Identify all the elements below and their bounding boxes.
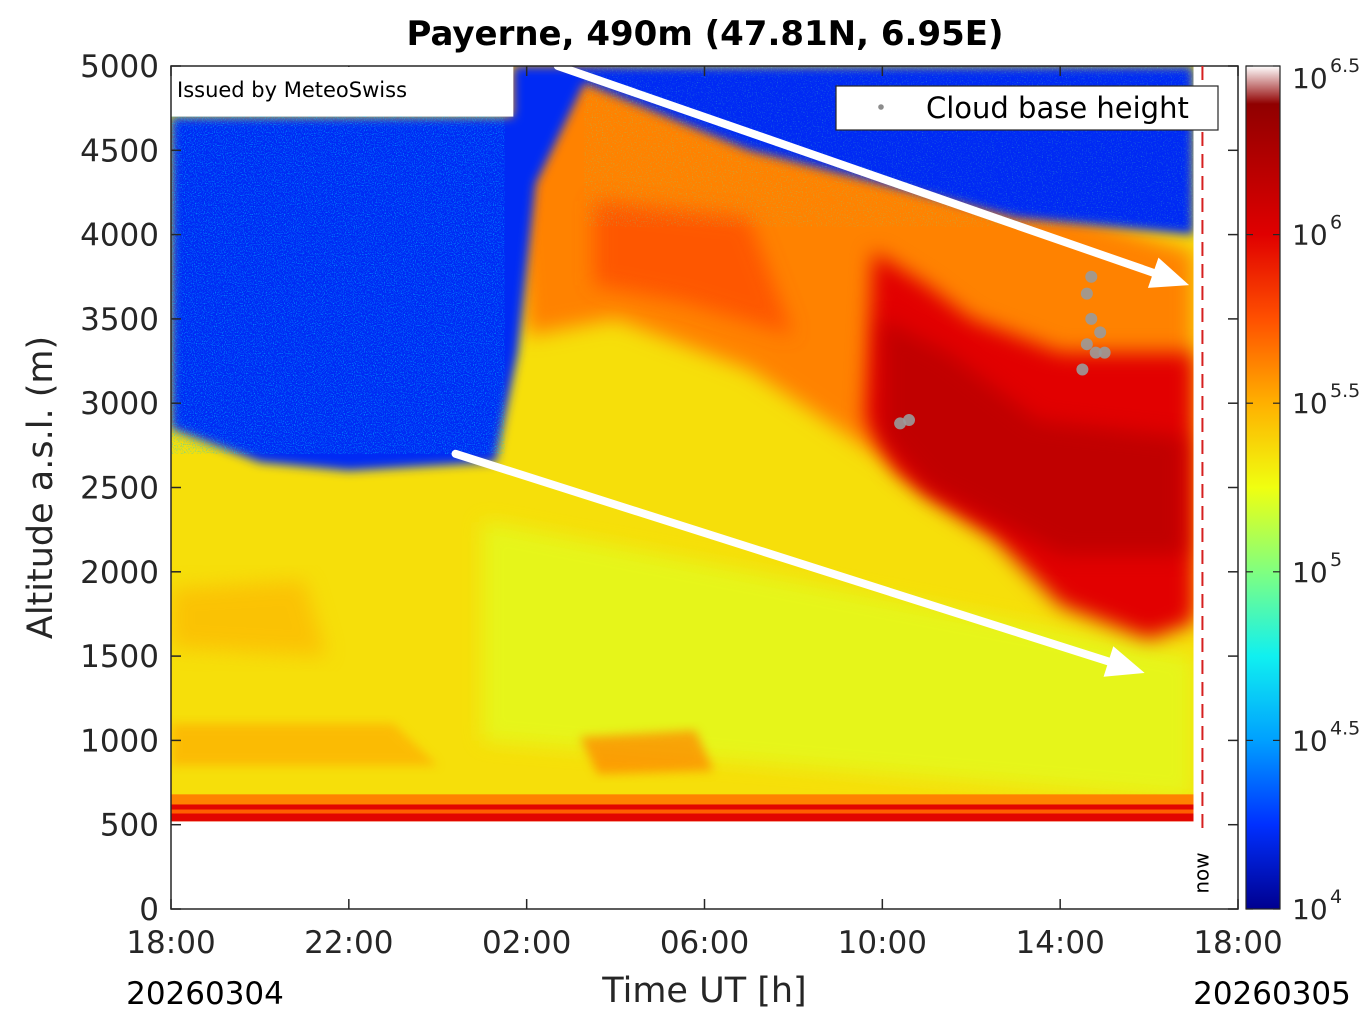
colorbar-gradient xyxy=(1245,65,1281,910)
region-noise-texture xyxy=(171,116,505,454)
trend-arrow-shaft-1 xyxy=(553,62,1158,277)
legend-label: Cloud base height xyxy=(926,91,1189,125)
cloud-base-point-1 xyxy=(1076,363,1089,376)
x-tick-label-3: 02:00 xyxy=(482,925,571,961)
colorbar-tick-base-5: 10 xyxy=(1292,724,1328,757)
x-tick-label-2: 22:00 xyxy=(304,925,393,961)
y-axis: 0 500 1000 1500 2000 2500 3000 3500 4000 4500 5000 xyxy=(80,49,1238,928)
region-clean-air xyxy=(482,521,1194,800)
colorbar-tick-exp-3: 5.5 xyxy=(1330,380,1360,402)
legend-marker xyxy=(878,104,884,110)
cloud-base-point-2 xyxy=(1080,338,1093,351)
heatmap-area xyxy=(171,66,1194,822)
y-tick-label-4: 1500 xyxy=(80,639,159,675)
chart-title: Payerne, 490m (47.81N, 6.95E) xyxy=(406,14,1003,54)
cloud-base-point-4 xyxy=(1089,346,1102,359)
x-tick-label-5: 10:00 xyxy=(838,925,927,961)
cloud-base-point-10 xyxy=(903,414,916,427)
colorbar-tick-base-4: 10 xyxy=(1292,556,1328,589)
trend-arrow-head-1 xyxy=(1147,257,1190,288)
y-tick-label-3: 1000 xyxy=(80,723,159,759)
x-axis: 18:00 22:00 02:00 06:00 10:00 14:00 18:00 xyxy=(126,66,1283,961)
colorbar-tick-exp-6: 4 xyxy=(1330,886,1342,908)
cloud-base-point-5 xyxy=(1080,287,1093,300)
y-tick-label-8: 3500 xyxy=(80,302,159,338)
trend-arrows xyxy=(451,62,1190,677)
trend-arrow-head-2 xyxy=(1103,646,1145,677)
x-tick-label-7: 18:00 xyxy=(1193,925,1282,961)
y-tick-label-6: 2500 xyxy=(80,471,159,507)
region-aerosol-patch xyxy=(593,200,794,336)
y-tick-label-5: 2000 xyxy=(80,555,159,591)
colorbar-tick-base-2: 10 xyxy=(1292,219,1328,252)
colorbar: 10 6.510 610 5.510 510 4.510 4 xyxy=(1245,55,1360,926)
y-tick-label-10: 4500 xyxy=(80,133,159,169)
x-tick-label-1: 18:00 xyxy=(126,925,215,961)
region-cloud-core-dense xyxy=(882,318,1185,555)
cloud-base-point-6 xyxy=(1094,326,1107,339)
x-tick-label-6: 14:00 xyxy=(1015,925,1104,961)
cloud-base-point-7 xyxy=(1085,270,1098,283)
region-aerosol-residual xyxy=(171,580,327,657)
x-axis-label: Time UT [h] xyxy=(601,971,806,1011)
trend-arrow-shaft-2 xyxy=(451,449,1113,666)
y-axis-label: Altitude a.s.l. (m) xyxy=(21,336,61,639)
colorbar-tick-exp-1: 6.5 xyxy=(1330,55,1360,77)
region-aerosol-low xyxy=(171,723,438,766)
colorbar-tick-base-6: 10 xyxy=(1292,893,1328,926)
colorbar-tick-exp-5: 4.5 xyxy=(1330,717,1360,739)
region-ground-stripe xyxy=(171,809,1194,814)
colorbar-ticks: 10 6.510 610 5.510 510 4.510 4 xyxy=(1246,55,1360,926)
x-tick-label-4: 06:00 xyxy=(660,925,749,961)
colorbar-tick-base-3: 10 xyxy=(1292,387,1328,420)
y-tick-label-11: 5000 xyxy=(80,49,159,85)
y-tick-label-1: 0 xyxy=(139,892,159,928)
end-date: 20260305 xyxy=(1193,976,1351,1012)
issued-annotation: Issued by MeteoSwiss xyxy=(172,67,454,111)
legend: Cloud base height xyxy=(835,85,1219,131)
now-label: now xyxy=(1189,852,1213,893)
region-aerosol-mid xyxy=(580,730,714,775)
issued-text: Issued by MeteoSwiss xyxy=(177,78,407,102)
cloud-base-points xyxy=(894,270,1111,430)
cloud-base-point-3 xyxy=(1085,312,1098,325)
y-tick-label-2: 500 xyxy=(100,808,159,844)
colorbar-tick-exp-2: 6 xyxy=(1330,212,1342,234)
colorbar-tick-exp-4: 5 xyxy=(1330,549,1342,571)
y-tick-label-7: 3000 xyxy=(80,386,159,422)
cloud-base-point-8 xyxy=(1098,346,1111,359)
y-tick-label-9: 4000 xyxy=(80,218,159,254)
colorbar-tick-base-1: 10 xyxy=(1292,62,1328,95)
start-date: 20260304 xyxy=(126,976,284,1012)
